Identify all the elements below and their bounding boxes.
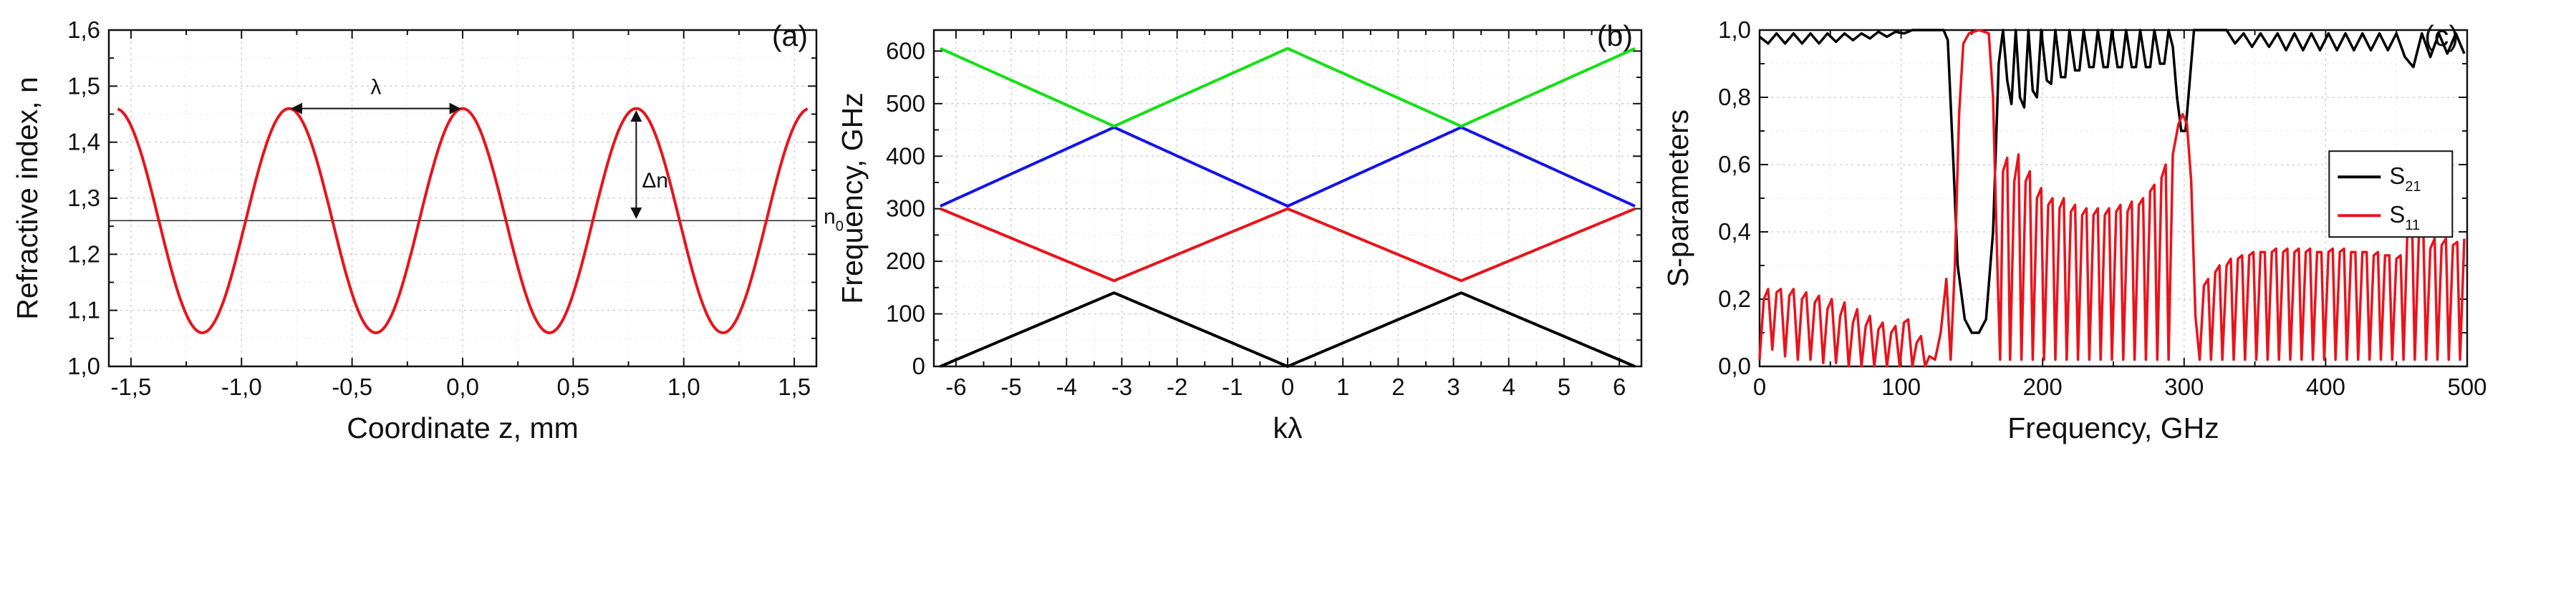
lambda-label: λ [370,76,381,99]
x-tick-label: 1,5 [778,374,811,400]
x-tick-label: -4 [1056,374,1077,400]
panel-label: (b) [1597,19,1633,52]
legend-entry: S11 [2389,201,2420,233]
refractive-index-curve [117,107,809,335]
y-tick-label: 1,3 [67,185,100,211]
x-tick-label: 0 [1281,374,1294,400]
delta-n-label: Δn [642,169,668,193]
dispersion-band-1 [940,291,1636,368]
x-tick-label: -1,0 [221,374,262,400]
x-tick-label: 4 [1502,374,1515,400]
x-axis-label: Frequency, GHz [2007,411,2219,444]
x-tick-label: -0,5 [332,374,372,400]
x-tick-label: 0,5 [556,374,589,400]
x-tick-label: 6 [1613,374,1626,400]
y-tick-label: 1,6 [67,16,100,43]
y-tick-label: 1,1 [67,297,100,323]
x-tick-label: 0,0 [446,374,479,400]
n0-label: n0 [824,205,844,234]
y-tick-label: 500 [886,90,925,117]
y-tick-label: 0,2 [1718,286,1751,312]
y-axis-label: Frequency, GHz [836,92,869,303]
x-tick-label: -6 [945,374,966,400]
y-axis-label: Refractive index, n [11,77,44,320]
dispersion-band-2 [940,207,1636,283]
y-axis-label: S-parameters [1661,109,1694,287]
x-axis-label: kλ [1273,411,1303,444]
panel-c: 0 100 200 300 400 500 0,0 0,2 0,4 0,6 0,8 1,0 Freque… [1661,16,2487,444]
y-tick-label: 1,0 [1718,16,1751,43]
y-tick-label: 0,6 [1718,151,1751,177]
y-tick-label: 1,4 [67,129,100,155]
x-tick-label: -1,5 [110,374,151,400]
y-tick-label: 1,0 [67,353,100,379]
legend-entry: S21 [2389,162,2421,195]
dispersion-band-3 [940,125,1636,208]
x-tick-label: 200 [2023,374,2063,400]
panel-label: (a) [772,19,808,52]
x-tick-label: 2 [1391,374,1404,400]
legend-box [2328,150,2454,238]
x-tick-label: 300 [2164,374,2204,400]
y-tick-label: 1,2 [67,240,100,267]
y-tick-label: 0,4 [1718,218,1751,245]
y-tick-label: 1,5 [67,72,100,99]
y-tick-label: 0,8 [1718,84,1751,110]
y-tick-label: 400 [886,142,925,169]
dispersion-band-4 [940,47,1636,128]
y-tick-label: 0 [912,353,925,379]
series-line-s11 [1758,29,2466,368]
panel-a: -1,5 -1,0 -0,5 0,0 0,5 1,0 1,5 1,0 1,1 1,2 1,3 1,4 1… [11,16,844,444]
y-tick-label: 0,0 [1718,353,1751,379]
x-tick-label: 100 [1881,374,1921,400]
x-tick-label: 3 [1447,374,1460,400]
x-tick-label: 1,0 [667,374,700,400]
x-tick-label: -5 [1000,374,1021,400]
x-tick-label: -1 [1222,374,1243,400]
y-tick-label: 600 [886,37,925,64]
x-tick-label: 500 [2447,374,2486,400]
panel-b: -6 -5 -4 -3 -2 -1 0 1 2 3 4 5 6 0 100 200 300 400 500 600 kλ… [836,19,1643,444]
x-tick-label: -3 [1111,374,1132,400]
x-tick-label: 0 [1753,374,1766,400]
x-tick-label: 5 [1558,374,1571,400]
y-tick-label: 100 [886,301,925,327]
panel-label: (c) [2424,19,2459,52]
y-tick-label: 300 [886,195,925,222]
x-tick-label: 1 [1336,374,1349,400]
x-tick-label: -2 [1167,374,1187,400]
series-line-s21 [1758,29,2466,334]
y-tick-label: 200 [886,248,925,274]
x-tick-label: 400 [2306,374,2345,400]
x-axis-label: Coordinate z, mm [347,411,579,444]
